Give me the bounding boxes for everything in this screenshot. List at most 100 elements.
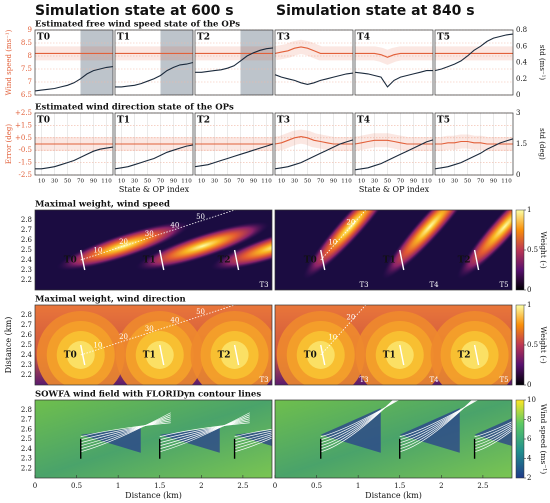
chart-title: Estimated wind direction state of the OP… — [35, 103, 234, 113]
x-tick-label: 2.5 — [477, 482, 488, 490]
background — [35, 400, 272, 478]
x-tick-label: 90 — [330, 179, 337, 185]
colorbar-tick-label: 6 — [527, 435, 532, 443]
x-tick-label: 50 — [384, 179, 391, 185]
y-tick-label: 2.8 — [21, 311, 32, 319]
spread-band — [355, 46, 433, 65]
y2-tick-label: 0 — [516, 91, 520, 99]
y-tick-label: 2.3 — [21, 361, 32, 369]
contour-line — [159, 420, 250, 441]
panel-frame — [194, 112, 274, 176]
contour-path — [320, 210, 367, 261]
weight-plume — [382, 210, 478, 280]
turbine-label: T1 — [143, 256, 156, 266]
panel-frame — [34, 209, 273, 291]
y-tick-label: 2.6 — [21, 425, 33, 433]
weight-ring — [460, 341, 489, 369]
x-tick-label: 30 — [211, 179, 218, 185]
contour-line — [159, 412, 250, 453]
y-axis-label: Wind speed (ms⁻¹) — [5, 29, 13, 95]
x-tick-label: 30 — [291, 179, 298, 185]
panel-label: T5 — [437, 116, 450, 126]
turbine — [320, 344, 326, 366]
header: Simulation state at 600 s — [35, 3, 234, 19]
panel-frame — [34, 29, 114, 96]
y-tick-label: 7.5 — [21, 65, 32, 73]
contour-line — [234, 437, 272, 453]
panel-frame — [34, 112, 114, 176]
y-tick-label: -0.5 — [19, 146, 33, 154]
contour-label: 70 — [247, 196, 256, 204]
x-tick-label: 50 — [464, 179, 471, 185]
contour-line — [474, 421, 512, 438]
panel-label: T3 — [277, 116, 290, 126]
turbine-label: T1 — [383, 351, 396, 361]
x-tick-label: 90 — [170, 179, 177, 185]
x-tick-label: 1 — [116, 482, 120, 490]
x-tick-label: 1.5 — [394, 482, 405, 490]
x-tick-label: 90 — [410, 179, 417, 185]
turbine — [233, 249, 240, 271]
weight-plume — [457, 210, 512, 280]
y-tick-label: 2.7 — [21, 226, 32, 234]
contour-line — [80, 412, 171, 453]
turbine — [233, 344, 240, 366]
y-tick-label: 2.3 — [21, 266, 32, 274]
y-tick-label: 2.5 — [21, 435, 32, 443]
y-tick-label: +2.5 — [15, 109, 32, 117]
turbine-label: T0 — [64, 256, 77, 266]
contour-label: 40 — [170, 221, 179, 229]
colorbar-label: Weight (-) — [539, 231, 548, 268]
contour-label: 20 — [119, 238, 128, 246]
panel-label: T2 — [197, 33, 210, 43]
panel: 10203040506070T3T4T5T0T1T2 — [275, 305, 512, 385]
panel-frame — [434, 29, 514, 96]
turbine-label: T0 — [304, 351, 317, 361]
y2-tick-label: 0 — [516, 171, 520, 179]
x-tick-label: 70 — [477, 179, 484, 185]
shaded-region — [80, 30, 113, 95]
y-tick-label: 2.6 — [21, 236, 33, 244]
y-tick-label: 6.5 — [21, 91, 32, 99]
x-tick-label: 0 — [273, 482, 277, 490]
op-label: T5 — [499, 281, 508, 289]
contour-label: 10 — [93, 341, 102, 349]
colorbar-tick-label: 10 — [527, 396, 536, 404]
contour-label: 20 — [346, 314, 355, 322]
contour-line — [320, 400, 397, 444]
contour-label: 60 — [222, 300, 231, 308]
series-line — [274, 139, 354, 170]
x-tick-label: 70 — [317, 179, 324, 185]
turbine — [399, 344, 405, 366]
colorbar — [515, 304, 525, 386]
x-tick-label: 110 — [101, 179, 112, 185]
colorbar — [515, 399, 525, 479]
series-line — [274, 46, 353, 54]
turbine-label: T2 — [218, 351, 231, 361]
shaded-region — [240, 30, 273, 95]
contour-label: 70 — [247, 291, 256, 299]
series-line — [355, 52, 433, 58]
x-tick-label: 2 — [199, 482, 203, 490]
contour-path — [80, 210, 236, 261]
y-tick-label: 2.8 — [21, 216, 32, 224]
contour-line — [80, 416, 171, 447]
contour-line — [159, 418, 250, 444]
x-tick-label: 10 — [278, 179, 285, 185]
x-tick-label: 50 — [224, 179, 231, 185]
contour-line — [234, 434, 272, 447]
turbine — [320, 249, 326, 271]
contour-line — [159, 422, 250, 438]
contour-label: 40 — [170, 316, 179, 324]
colorbar-tick-label: 0 — [527, 286, 531, 294]
x-tick-label: 70 — [237, 179, 244, 185]
x-tick-label: 1.5 — [154, 482, 165, 490]
panel-label: T3 — [277, 33, 290, 43]
colorbar-tick-label: 4 — [527, 455, 532, 463]
panel-frame — [274, 399, 513, 479]
x-tick-label: 50 — [144, 179, 151, 185]
contour-label: 50 — [196, 213, 205, 221]
y-tick-label: 7 — [28, 78, 32, 86]
weight-ring — [385, 341, 414, 369]
